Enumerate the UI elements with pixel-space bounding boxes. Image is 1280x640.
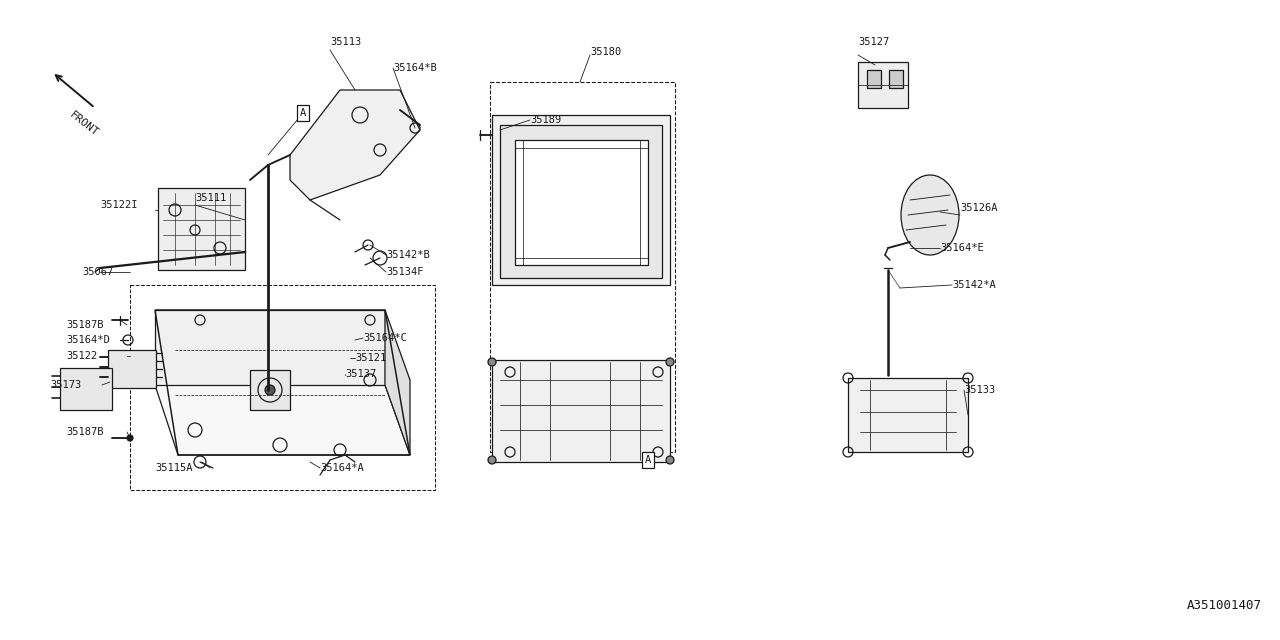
Polygon shape bbox=[155, 385, 410, 455]
Text: 35115A: 35115A bbox=[155, 463, 192, 473]
Text: 35111: 35111 bbox=[195, 193, 227, 203]
Text: 35189: 35189 bbox=[530, 115, 561, 125]
Polygon shape bbox=[849, 378, 968, 452]
Polygon shape bbox=[291, 90, 420, 200]
Circle shape bbox=[127, 435, 133, 441]
Bar bbox=[490, 82, 675, 452]
Circle shape bbox=[488, 456, 497, 464]
Text: 35113: 35113 bbox=[330, 37, 361, 47]
Polygon shape bbox=[858, 62, 908, 108]
Polygon shape bbox=[250, 370, 291, 410]
Polygon shape bbox=[515, 140, 648, 265]
Text: 35134F: 35134F bbox=[387, 267, 424, 277]
Text: 35187B: 35187B bbox=[67, 427, 104, 437]
Circle shape bbox=[666, 358, 675, 366]
Text: 35126A: 35126A bbox=[960, 203, 997, 213]
Circle shape bbox=[265, 385, 275, 395]
Circle shape bbox=[666, 456, 675, 464]
Bar bbox=[108, 350, 156, 388]
Text: 35122: 35122 bbox=[67, 351, 97, 361]
Circle shape bbox=[488, 358, 497, 366]
Polygon shape bbox=[157, 188, 244, 270]
Text: 35127: 35127 bbox=[858, 37, 890, 47]
Text: FRONT: FRONT bbox=[68, 110, 101, 139]
Text: A: A bbox=[300, 108, 306, 118]
Text: 35142*B: 35142*B bbox=[387, 250, 430, 260]
Text: 35164*C: 35164*C bbox=[364, 333, 407, 343]
Text: 35133: 35133 bbox=[964, 385, 996, 395]
Bar bbox=[60, 368, 113, 410]
Text: 35122I: 35122I bbox=[100, 200, 137, 210]
Polygon shape bbox=[500, 125, 662, 278]
Bar bbox=[890, 70, 902, 88]
Text: 35142*A: 35142*A bbox=[952, 280, 996, 290]
Text: 35187B: 35187B bbox=[67, 320, 104, 330]
Ellipse shape bbox=[901, 175, 959, 255]
Text: 35164*B: 35164*B bbox=[393, 63, 436, 73]
Text: 35137: 35137 bbox=[346, 369, 376, 379]
Text: 35164*E: 35164*E bbox=[940, 243, 984, 253]
Bar bbox=[867, 70, 881, 88]
Polygon shape bbox=[155, 310, 385, 385]
Polygon shape bbox=[385, 310, 410, 455]
Text: 35173: 35173 bbox=[50, 380, 81, 390]
Text: 35180: 35180 bbox=[590, 47, 621, 57]
Text: 35121: 35121 bbox=[355, 353, 387, 363]
Polygon shape bbox=[492, 360, 669, 462]
Polygon shape bbox=[492, 115, 669, 285]
Text: 35067: 35067 bbox=[82, 267, 113, 277]
Text: 35164*D: 35164*D bbox=[67, 335, 110, 345]
Text: A351001407: A351001407 bbox=[1187, 599, 1262, 612]
Text: 35164*A: 35164*A bbox=[320, 463, 364, 473]
Text: A: A bbox=[645, 455, 652, 465]
